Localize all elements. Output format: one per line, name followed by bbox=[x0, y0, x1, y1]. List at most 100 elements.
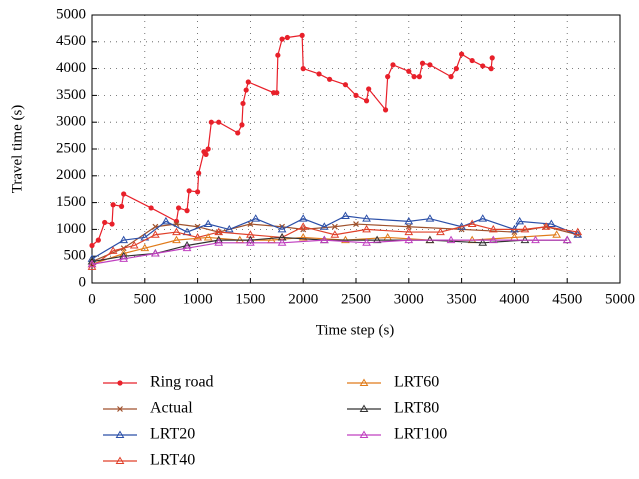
data-point bbox=[300, 66, 306, 72]
series-line bbox=[91, 223, 578, 268]
data-point bbox=[150, 249, 160, 257]
data-point bbox=[172, 235, 181, 244]
data-point bbox=[196, 170, 202, 176]
data-point bbox=[448, 74, 454, 80]
data-point bbox=[327, 76, 333, 82]
data-point bbox=[298, 214, 308, 222]
data-point bbox=[277, 224, 287, 233]
data-point bbox=[520, 224, 530, 233]
x-axis-label: Time step (s) bbox=[316, 322, 395, 338]
x-tick-label: 3500 bbox=[447, 291, 477, 307]
data-point bbox=[331, 223, 338, 230]
data-point bbox=[478, 238, 488, 246]
data-point bbox=[121, 191, 127, 197]
data-point bbox=[541, 222, 551, 230]
data-point bbox=[186, 188, 192, 194]
data-point bbox=[552, 230, 562, 238]
data-point bbox=[385, 74, 391, 80]
data-point bbox=[239, 122, 245, 128]
data-point bbox=[195, 189, 201, 195]
data-point bbox=[173, 218, 180, 224]
x-tick-label: 5000 bbox=[605, 291, 635, 307]
y-tick-label: 2500 bbox=[56, 140, 86, 156]
x-tick-label: 4500 bbox=[552, 291, 582, 307]
x-tick-label: 3000 bbox=[394, 291, 424, 307]
x-tick-label: 500 bbox=[134, 291, 157, 307]
data-point bbox=[224, 224, 234, 233]
x-tick-label: 0 bbox=[88, 291, 96, 307]
y-tick-label: 4000 bbox=[56, 60, 86, 76]
legend-label: LRT80 bbox=[394, 400, 439, 417]
y-tick-label: 5000 bbox=[56, 6, 86, 22]
data-point bbox=[119, 254, 129, 262]
data-point bbox=[243, 87, 249, 93]
data-point bbox=[175, 205, 182, 211]
data-point bbox=[246, 238, 255, 246]
series-line bbox=[91, 34, 493, 246]
data-point bbox=[277, 238, 287, 246]
data-point bbox=[478, 214, 488, 222]
data-point bbox=[362, 238, 371, 246]
x-tick-label: 2500 bbox=[341, 291, 371, 307]
data-point bbox=[341, 211, 350, 219]
y-tick-label: 4500 bbox=[56, 33, 86, 49]
data-point bbox=[208, 119, 214, 125]
legend-marker bbox=[359, 378, 369, 386]
data-point bbox=[214, 227, 224, 236]
data-point bbox=[459, 51, 465, 57]
data-point bbox=[446, 235, 456, 244]
data-point bbox=[330, 230, 340, 238]
legend-label: Actual bbox=[150, 400, 193, 417]
data-point bbox=[118, 203, 125, 209]
data-point bbox=[110, 202, 116, 208]
data-point bbox=[353, 221, 359, 227]
data-point bbox=[546, 219, 556, 228]
series-line bbox=[91, 239, 568, 265]
data-point bbox=[87, 259, 97, 268]
data-point bbox=[251, 214, 261, 222]
data-point bbox=[129, 240, 139, 249]
legend-label: LRT60 bbox=[394, 374, 439, 391]
data-point bbox=[467, 219, 477, 228]
plot-frame bbox=[91, 14, 621, 284]
data-point bbox=[108, 246, 118, 254]
data-point bbox=[404, 227, 414, 236]
series-line bbox=[91, 215, 578, 260]
data-point bbox=[235, 130, 241, 136]
data-point bbox=[425, 214, 435, 222]
data-point bbox=[240, 100, 246, 107]
data-point bbox=[205, 146, 211, 152]
data-point bbox=[319, 222, 329, 230]
data-point bbox=[419, 60, 426, 66]
x-tick-label: 2000 bbox=[288, 291, 318, 307]
data-point bbox=[488, 224, 498, 233]
legend-marker bbox=[359, 430, 369, 438]
data-point bbox=[102, 219, 108, 226]
data-point bbox=[182, 243, 192, 252]
legend-label: LRT20 bbox=[150, 426, 195, 443]
data-point bbox=[299, 32, 305, 38]
data-point bbox=[488, 235, 498, 244]
data-point bbox=[95, 237, 101, 243]
data-point bbox=[362, 224, 371, 233]
data-point bbox=[411, 74, 417, 80]
data-point bbox=[184, 208, 190, 214]
data-point bbox=[279, 36, 285, 42]
data-point bbox=[140, 243, 150, 252]
data-point bbox=[89, 242, 95, 249]
y-tick-label: 0 bbox=[79, 274, 87, 290]
data-point bbox=[427, 62, 433, 68]
data-point bbox=[416, 74, 422, 80]
data-point bbox=[404, 216, 414, 225]
data-point bbox=[488, 66, 494, 72]
data-point bbox=[366, 86, 372, 92]
data-point bbox=[203, 232, 213, 241]
series-line bbox=[91, 223, 578, 263]
series-line bbox=[91, 234, 557, 265]
legend-marker bbox=[359, 404, 369, 412]
data-point bbox=[489, 55, 495, 61]
data-point bbox=[453, 66, 459, 72]
data-point bbox=[298, 232, 308, 241]
data-point bbox=[382, 107, 389, 113]
legend-label: LRT100 bbox=[394, 426, 447, 443]
